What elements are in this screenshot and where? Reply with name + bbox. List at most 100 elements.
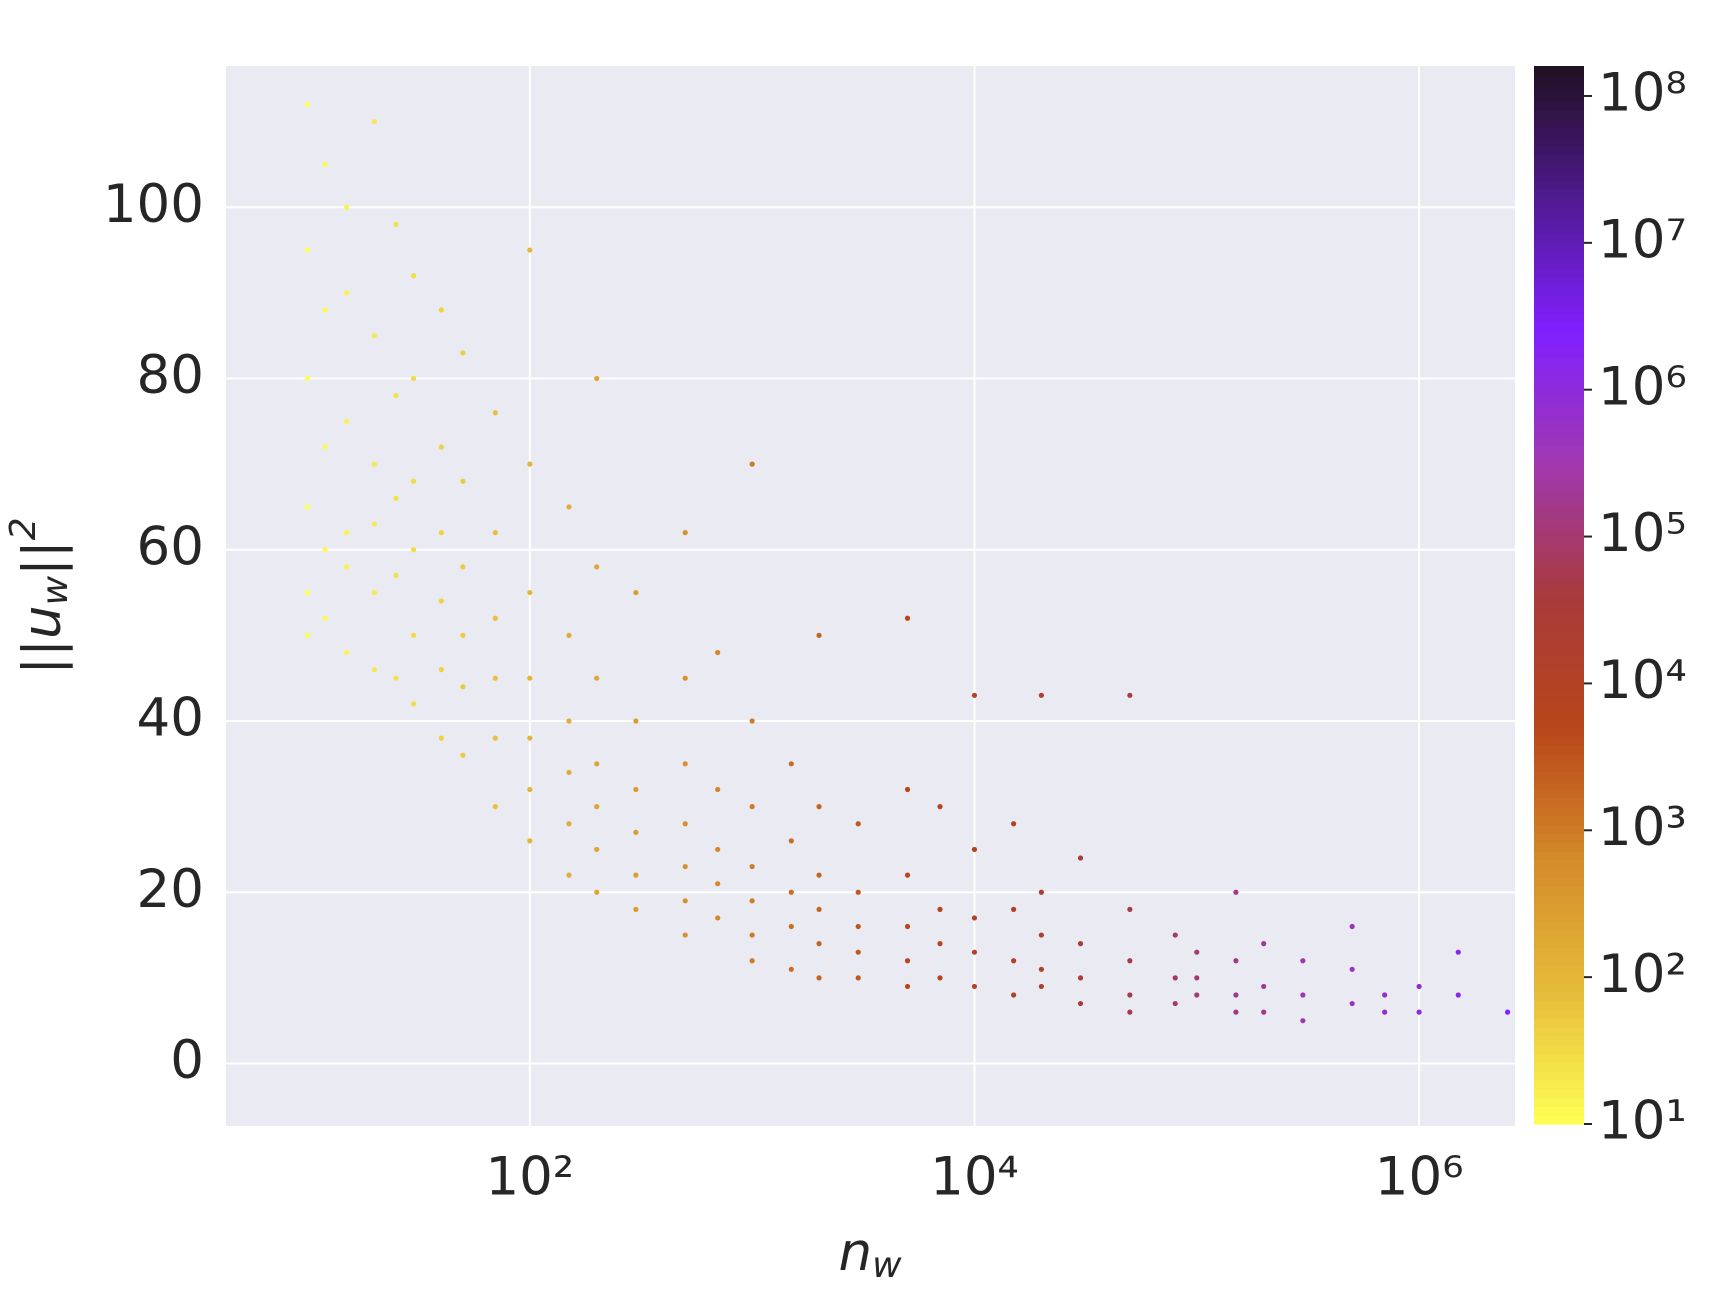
x-tick-label: 10⁴ [930,1147,1019,1208]
point [371,667,378,673]
point [566,504,572,510]
point [1077,941,1084,947]
point [410,375,417,382]
point [715,915,721,921]
point [492,615,498,621]
colorbar-segment [1534,665,1584,675]
point [937,941,943,947]
point [322,444,328,450]
colorbar-segment [1534,348,1584,358]
colorbar-segment [1534,118,1584,129]
y-tick-label: 40 [137,688,204,749]
point [410,478,417,484]
y-axis-label: ||uw​||2​ [3,517,76,674]
colorbar-segment [1534,586,1584,596]
colorbar-segment [1534,339,1584,349]
y-tick-label: 60 [137,516,204,577]
point [904,923,911,930]
colorbar-segment [1534,251,1584,261]
colorbar-segment [1534,356,1584,367]
point [1233,889,1239,895]
colorbar-segment [1534,850,1584,861]
point [1455,949,1461,955]
point [1194,975,1200,981]
colorbar-segment [1534,1035,1584,1046]
colorbar-segment [1534,374,1584,384]
point [460,350,466,356]
colorbar-segment [1534,806,1584,817]
colorbar-segment [1534,815,1584,825]
colorbar-segment [1534,542,1584,552]
point [633,829,639,835]
colorbar-segment [1534,383,1584,393]
point [1261,941,1267,947]
point [1011,821,1017,827]
point [492,735,498,741]
colorbar-segment [1534,744,1584,755]
colorbar-segment [1534,533,1584,543]
point [344,564,350,570]
point [527,461,533,467]
point [304,101,311,108]
colorbar-segment [1534,110,1584,120]
point [937,804,943,810]
colorbar-segment [1534,462,1584,473]
y-tick-label: 0 [170,1030,204,1091]
point [1172,932,1178,938]
point [788,966,794,972]
point [410,547,417,553]
point [410,632,417,638]
colorbar-segment [1534,930,1584,940]
colorbar-segment [1534,824,1584,834]
point [816,941,822,947]
point [460,478,466,484]
colorbar-segment [1534,885,1584,896]
point [816,632,822,638]
colorbar-segment [1534,365,1584,376]
point [594,564,600,570]
colorbar-segment [1534,242,1584,252]
colorbar-segment [1534,974,1584,984]
point [904,983,911,990]
colorbar-segment [1534,780,1584,790]
point [393,675,399,681]
y-tick-label: 100 [103,174,204,235]
point [393,495,399,501]
colorbar-segment [1534,947,1584,958]
colorbar-segment [1534,189,1584,199]
colorbar-segment [1534,621,1584,631]
point [527,838,533,844]
colorbar-segment [1534,965,1584,975]
point [1382,992,1388,998]
point [304,504,311,510]
point [304,632,311,638]
point [371,119,378,125]
point [682,675,688,681]
point [682,932,688,938]
point [527,589,533,596]
colorbar-segment [1534,180,1584,191]
point [749,958,755,964]
point [1261,983,1267,990]
point [633,906,639,912]
colorbar-segment [1534,304,1584,314]
point [344,530,350,536]
colorbar-segment [1534,524,1584,534]
point [1233,992,1239,998]
point [633,786,639,793]
colorbar-segment [1534,321,1584,332]
point [1172,1000,1178,1007]
colorbar-tick-label: 10⁷ [1598,209,1687,270]
colorbar-segment [1534,709,1584,720]
point [371,521,378,527]
point [1127,906,1133,912]
point [1455,992,1461,998]
point [371,333,378,339]
point [322,161,328,168]
point [682,761,688,767]
colorbar-segment [1534,1079,1584,1090]
colorbar-segment [1534,427,1584,437]
point [855,923,861,930]
colorbar-segment [1534,215,1584,226]
colorbar-segment [1534,489,1584,499]
